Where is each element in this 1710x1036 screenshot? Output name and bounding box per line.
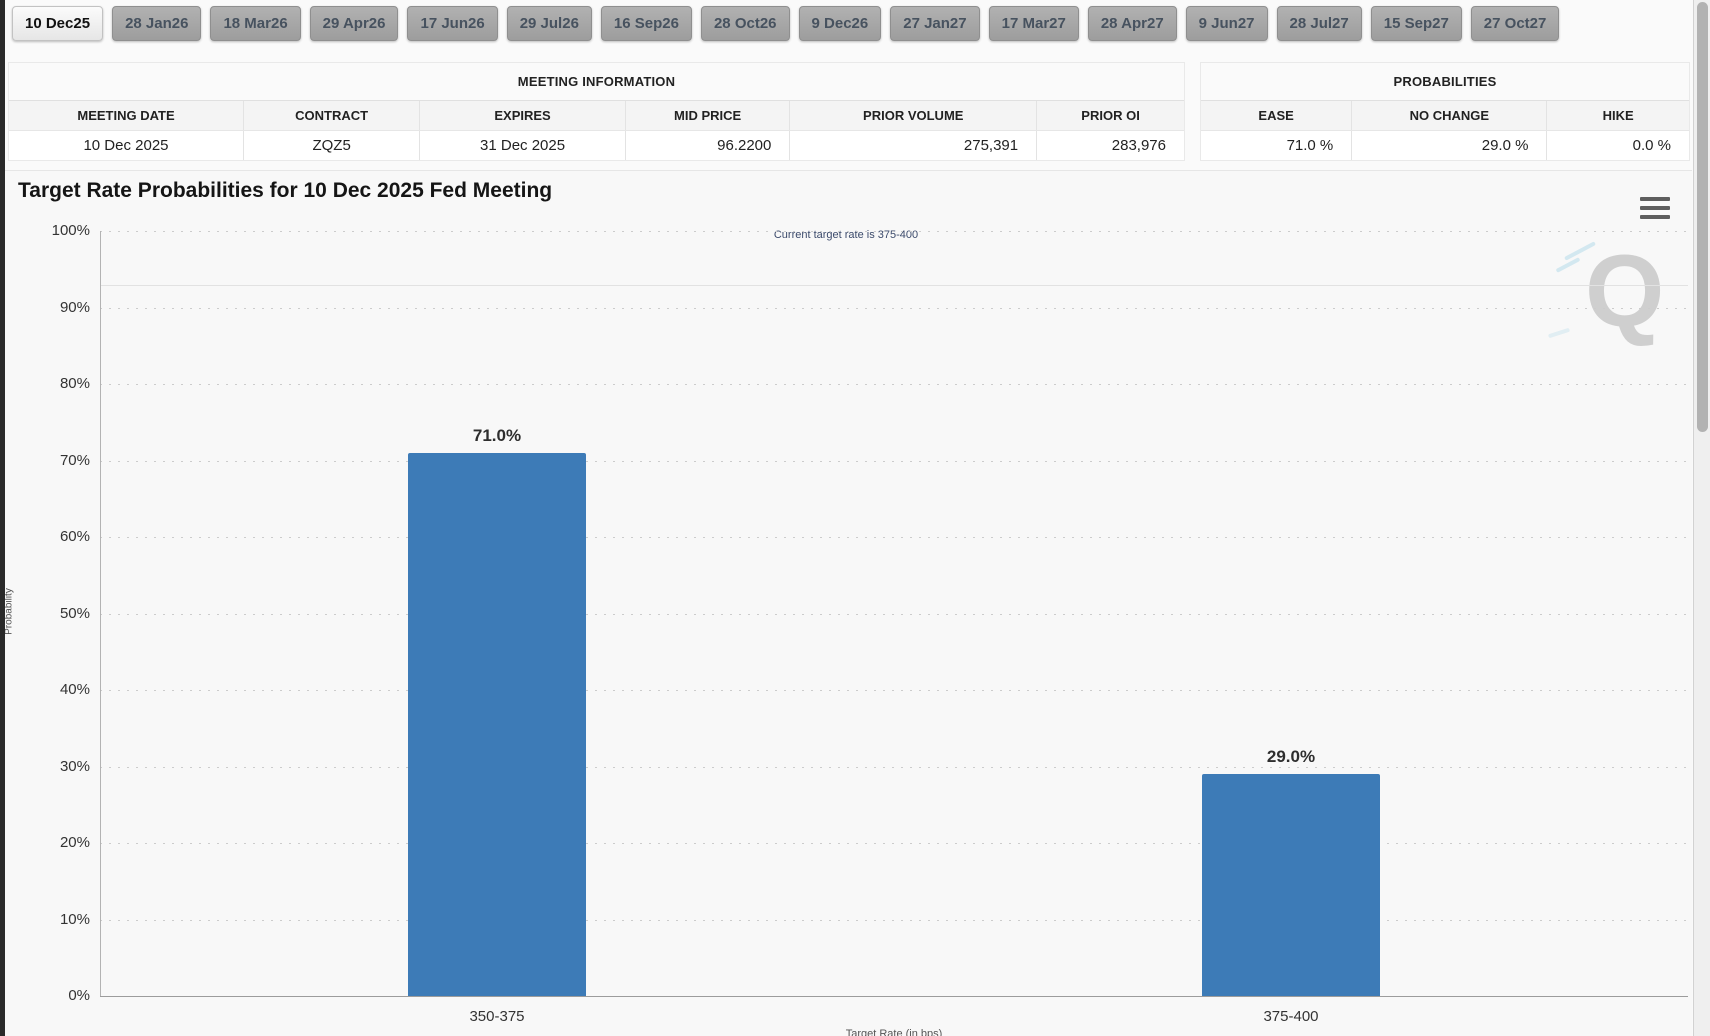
x-axis-title: Target Rate (in bps)	[845, 1028, 943, 1036]
info-tables: MEETING INFORMATION MEETING DATE CONTRACT…	[8, 62, 1690, 161]
meeting-tab-17-jun26[interactable]: 17 Jun26	[407, 6, 498, 41]
gridline	[100, 231, 1688, 232]
meeting-info-cell: 10 Dec 2025	[9, 131, 244, 160]
y-axis-line	[100, 231, 101, 996]
probabilities-values-row: 71.0 % 29.0 % 0.0 %	[1201, 131, 1689, 160]
y-tick-label: 30%	[59, 757, 90, 775]
meeting-tab-28-oct26[interactable]: 28 Oct26	[700, 6, 790, 41]
meeting-info-cell: 96.2200	[626, 131, 791, 160]
meeting-tab-29-apr26[interactable]: 29 Apr26	[309, 6, 399, 41]
meeting-tab-28-jul27[interactable]: 28 Jul27	[1276, 6, 1362, 41]
meeting-tab-16-sep26[interactable]: 16 Sep26	[600, 6, 692, 41]
x-tick-label: 350-375	[469, 1008, 525, 1025]
meeting-information-values-row: 10 Dec 2025 ZQZ5 31 Dec 2025 96.2200 275,391…	[9, 131, 1184, 160]
meeting-information-header-row: MEETING DATE CONTRACT EXPIRES MID PRICE PRIO…	[9, 101, 1184, 131]
bar-value-label: 71.0%	[472, 425, 522, 445]
probability-column-header: NO CHANGE	[1352, 101, 1548, 130]
meeting-information-panel: MEETING INFORMATION MEETING DATE CONTRACT…	[8, 62, 1185, 161]
y-tick-label: 0%	[68, 987, 90, 1004]
y-tick-label: 80%	[59, 375, 90, 392]
y-tick-label: 70%	[59, 451, 90, 469]
meeting-tab-bar: 10 Dec25 28 Jan26 18 Mar26 29 Apr26 17 Jun26…	[12, 6, 1680, 41]
meeting-information-title: MEETING INFORMATION	[9, 63, 1184, 101]
x-tick-label: 375-400	[1263, 1008, 1319, 1025]
probability-cell: 71.0 %	[1201, 131, 1353, 160]
meeting-info-cell: 283,976	[1111, 137, 1166, 154]
meeting-info-cell: ZQZ5	[244, 131, 421, 160]
probability-cell: 29.0 %	[1352, 131, 1548, 160]
chart-annotation: Current target rate is 375-400	[773, 229, 919, 241]
meeting-tab-15-sep27[interactable]: 15 Sep27	[1370, 6, 1462, 41]
y-axis-title: Probability	[3, 588, 15, 635]
bar-350-375[interactable]	[408, 452, 586, 996]
meeting-info-column-header: MID PRICE	[626, 101, 791, 130]
y-tick-label: 50%	[59, 604, 90, 622]
gridline	[100, 919, 1688, 921]
y-tick-label: 90%	[59, 298, 90, 316]
meeting-tab-28-apr27[interactable]: 28 Apr27	[1087, 6, 1177, 41]
meeting-info-cell: 275,391	[790, 131, 1038, 160]
bar-value-label: 29.0%	[1266, 747, 1316, 767]
meeting-info-cell: 31 Dec 2025	[420, 131, 626, 160]
y-tick-label: 40%	[59, 681, 90, 698]
hamburger-menu-icon[interactable]	[1640, 197, 1670, 219]
meeting-tab-28-jan26[interactable]: 28 Jan26	[112, 6, 202, 41]
meeting-info-column-header: MEETING DATE	[9, 101, 244, 130]
meeting-info-column-header: PRIOR OI	[1081, 108, 1140, 123]
gridline	[100, 766, 1688, 768]
meeting-tab-29-jul26[interactable]: 29 Jul26	[506, 6, 592, 41]
vertical-scrollbar[interactable]	[1693, 0, 1710, 1036]
gridline	[100, 384, 1688, 385]
meeting-tab-10-dec25[interactable]: 10 Dec25	[12, 6, 104, 41]
scrollbar-thumb[interactable]	[1697, 2, 1708, 432]
target-rate-chart: Target Rate Probabilities for 10 Dec 202…	[0, 170, 1692, 1036]
probability-column-header: EASE	[1201, 101, 1353, 130]
meeting-tab-9-jun27[interactable]: 9 Jun27	[1185, 6, 1268, 41]
gridline	[100, 843, 1688, 844]
x-axis-line	[100, 996, 1688, 997]
y-tick-label: 20%	[59, 834, 90, 851]
meeting-info-column-header: EXPIRES	[420, 101, 626, 130]
meeting-tab-9-dec26[interactable]: 9 Dec26	[798, 6, 882, 41]
window-left-edge	[0, 0, 5, 1036]
probability-cell: 0.0 %	[1632, 137, 1671, 154]
bar-375-400[interactable]	[1202, 774, 1380, 996]
meeting-tab-18-mar26[interactable]: 18 Mar26	[210, 6, 301, 41]
chart-title: Target Rate Probabilities for 10 Dec 202…	[18, 179, 553, 202]
gridline	[100, 690, 1688, 691]
meeting-tab-17-mar27[interactable]: 17 Mar27	[988, 6, 1079, 41]
y-tick-label: 60%	[59, 528, 90, 545]
gridline	[100, 537, 1688, 538]
gridline	[100, 613, 1688, 615]
meeting-tab-27-oct27[interactable]: 27 Oct27	[1470, 6, 1560, 41]
meeting-info-column-header: CONTRACT	[244, 101, 421, 130]
quikstrike-watermark: Q	[1585, 234, 1664, 348]
watermark-swoosh	[1547, 327, 1571, 339]
y-tick-label: 100%	[51, 222, 90, 239]
gridline	[100, 460, 1688, 462]
probabilities-panel: PROBABILITIES EASE NO CHANGE HIKE 71.0 % 29…	[1200, 62, 1690, 161]
y-tick-label: 10%	[59, 910, 90, 928]
meeting-tab-27-jan27[interactable]: 27 Jan27	[890, 6, 980, 41]
probabilities-title: PROBABILITIES	[1201, 63, 1689, 101]
meeting-info-column-header: PRIOR VOLUME	[790, 101, 1038, 130]
probability-column-header: HIKE	[1602, 108, 1634, 123]
gridline	[100, 307, 1688, 309]
reference-line	[100, 284, 1688, 286]
probabilities-header-row: EASE NO CHANGE HIKE	[1201, 101, 1689, 131]
